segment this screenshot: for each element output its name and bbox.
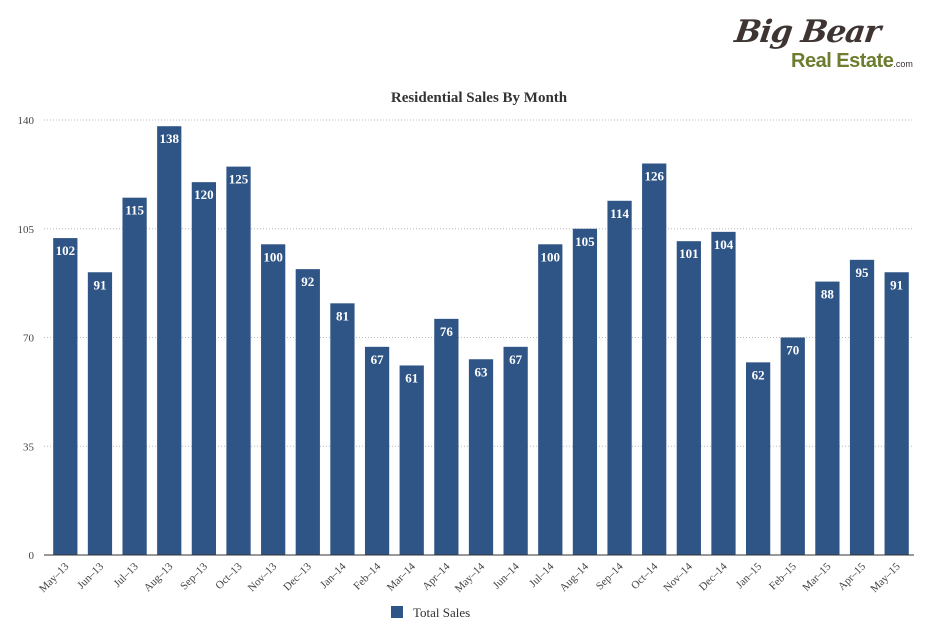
legend-swatch-total-sales	[391, 606, 403, 618]
data-label-6: 100	[263, 249, 283, 264]
chart-title: Residential Sales By Month	[391, 90, 568, 106]
x-tick-label-7: Dec–13	[281, 560, 314, 593]
data-label-15: 105	[575, 234, 595, 249]
data-label-24: 91	[890, 277, 903, 292]
bar-11	[434, 318, 459, 555]
bar-20	[745, 362, 771, 555]
data-label-1: 91	[93, 277, 106, 292]
bar-7	[295, 269, 320, 555]
data-label-10: 61	[405, 370, 418, 385]
bar-1	[87, 272, 113, 555]
y-tick-label-70: 70	[23, 333, 35, 345]
y-tick-label-0: 0	[29, 550, 35, 562]
x-tick-label-20: Jan–15	[734, 560, 765, 591]
data-label-18: 101	[679, 246, 699, 261]
x-tick-label-24: May–15	[868, 560, 903, 595]
data-label-12: 63	[475, 364, 489, 379]
x-tick-label-12: May–14	[453, 560, 488, 595]
data-label-4: 120	[194, 187, 214, 202]
x-tick-label-5: Oct–13	[213, 560, 245, 592]
x-tick-label-22: Mar–15	[800, 560, 833, 593]
x-tick-label-10: Mar–14	[385, 560, 418, 593]
data-label-2: 115	[125, 203, 144, 218]
bar-9	[364, 346, 390, 555]
logo-suffix: .com	[893, 59, 913, 69]
y-axis-ticks: 0 35 70 105 140	[18, 115, 35, 562]
bar-0	[53, 238, 78, 556]
x-tick-label-18: Nov–14	[661, 560, 695, 594]
x-tick-label-19: Dec–14	[697, 560, 730, 593]
bar-5	[226, 166, 251, 555]
x-tick-label-11: Apr–14	[420, 560, 453, 593]
bar-22	[815, 281, 840, 555]
y-tick-label-105: 105	[18, 224, 35, 236]
data-label-17: 126	[644, 169, 664, 184]
x-tick-label-6: Nov–13	[246, 560, 280, 594]
x-axis-ticks: May–13 Jun–13 Jul–13 Aug–13 Sep–13 Oct–13 Nov–…	[37, 560, 903, 595]
bar-24	[884, 272, 909, 555]
bar-13	[503, 346, 528, 555]
legend-label-total-sales: Total Sales	[413, 605, 470, 620]
data-label-14: 100	[541, 249, 561, 264]
bar-16	[607, 200, 632, 556]
data-label-16: 114	[610, 206, 629, 221]
data-label-5: 125	[229, 172, 249, 187]
data-label-13: 67	[509, 352, 523, 367]
data-label-11: 76	[440, 324, 454, 339]
x-tick-label-21: Feb–15	[767, 560, 799, 592]
bar-2	[122, 197, 147, 555]
y-tick-label-35: 35	[23, 441, 35, 453]
x-tick-label-8: Jan–14	[318, 560, 349, 591]
bar-12	[468, 359, 494, 555]
data-label-8: 81	[336, 308, 349, 323]
bars	[53, 126, 909, 556]
logo-line2-text: Real Estate	[791, 50, 894, 72]
data-label-20: 62	[752, 367, 765, 382]
data-label-0: 102	[56, 243, 76, 258]
bar-14	[538, 244, 563, 556]
bar-10	[399, 365, 424, 555]
data-label-3: 138	[159, 131, 179, 146]
x-tick-label-17: Oct–14	[629, 560, 661, 592]
y-tick-label-140: 140	[18, 115, 35, 127]
x-tick-label-3: Aug–13	[142, 560, 176, 594]
bar-15	[572, 228, 598, 555]
data-label-7: 92	[301, 274, 314, 289]
x-tick-label-16: Sep–14	[594, 560, 626, 592]
bar-19	[711, 231, 736, 555]
x-tick-label-1: Jun–13	[75, 560, 106, 591]
data-label-9: 67	[371, 352, 385, 367]
data-label-21: 70	[786, 343, 799, 358]
bar-4	[191, 182, 217, 555]
x-tick-label-4: Sep–13	[178, 560, 210, 592]
x-tick-label-23: Apr–15	[836, 560, 869, 593]
bar-23	[849, 259, 875, 555]
bar-8	[330, 303, 355, 555]
bar-3	[157, 126, 182, 555]
data-labels: 102 91 115 138 120 125 100 92 81 67 61 76 63 67 100 105…	[56, 131, 904, 385]
x-tick-label-0: May–13	[37, 560, 72, 595]
logo-line2: Real Estate.com	[791, 50, 913, 73]
data-label-23: 95	[856, 265, 870, 280]
bar-17	[642, 163, 667, 555]
bar-6	[261, 244, 286, 556]
legend: Total Sales	[391, 605, 470, 620]
bar-21	[780, 337, 805, 555]
data-label-19: 104	[714, 237, 734, 252]
x-tick-label-14: Jul–14	[527, 560, 557, 590]
x-tick-label-15: Aug–14	[557, 560, 591, 594]
x-tick-label-9: Feb–14	[351, 560, 383, 592]
bar-18	[676, 241, 701, 555]
data-label-22: 88	[821, 287, 835, 302]
x-tick-label-2: Jul–13	[111, 560, 141, 590]
big-bear-real-estate-logo: Big Bear Real Estate.com	[732, 14, 912, 74]
x-tick-label-13: Jun–14	[491, 560, 522, 591]
